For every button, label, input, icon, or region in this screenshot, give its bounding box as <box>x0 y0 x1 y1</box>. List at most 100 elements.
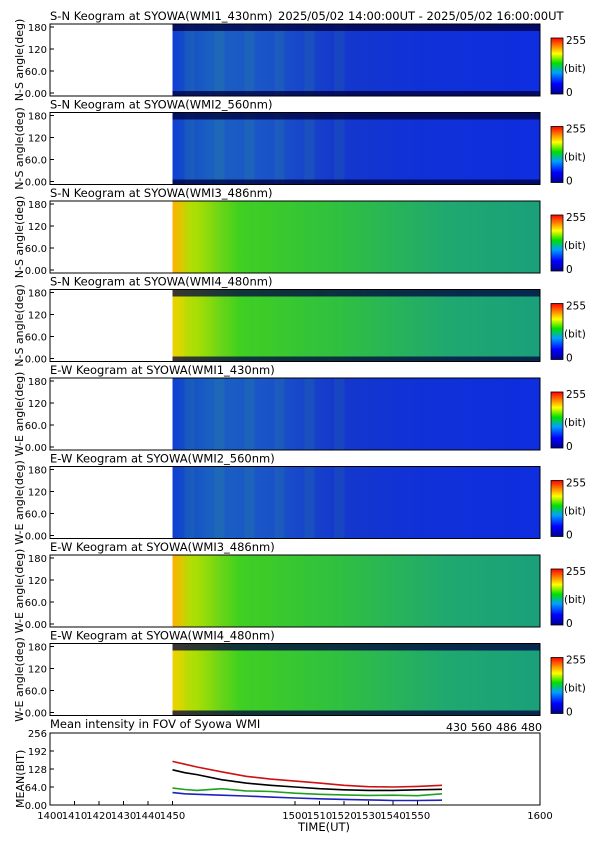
colorbar-unit-label: (bit) <box>564 506 586 518</box>
keogram-panel: E-W Keogram at SYOWA(WMI2_560nm)180 120 60… <box>13 452 586 545</box>
keogram-band <box>184 643 195 716</box>
keogram-ytick-label: 180 <box>28 377 47 388</box>
keogram-band <box>214 201 225 273</box>
keogram-title: E-W Keogram at SYOWA(WMI2_560nm) <box>50 452 275 466</box>
keogram-band <box>184 24 195 96</box>
mean-xtick-label: 1540 <box>380 811 405 822</box>
keogram-band <box>274 643 285 716</box>
keogram-ytick-label: 0.00 <box>25 178 47 189</box>
mean-plot-title: Mean intensity in FOV of Syowa WMI <box>50 717 260 731</box>
keogram-band <box>244 466 255 539</box>
keogram-ylabel: W-E angle(deg) <box>13 460 26 545</box>
mean-plot-frame <box>49 732 541 806</box>
keogram-ytick-label: 120 <box>28 45 47 56</box>
keogram-edge-top <box>172 289 540 297</box>
keogram-panel: E-W Keogram at SYOWA(WMI1_430nm)180 120 60… <box>13 363 586 456</box>
mean-ytick-label: 192 <box>28 747 47 758</box>
keogram-ylabel: W-E angle(deg) <box>13 549 26 634</box>
keogram-band <box>304 378 315 450</box>
keogram-ytick-label: 120 <box>28 311 47 322</box>
keogram-ytick-label: 0.00 <box>25 443 47 454</box>
keogram-band <box>184 378 195 450</box>
keogram-ytick-label: 0.00 <box>25 355 47 366</box>
keogram-ytick-label: 120 <box>28 488 47 499</box>
keogram-ytick-label: 120 <box>28 576 47 587</box>
colorbar-unit-label: (bit) <box>564 240 586 252</box>
colorbar <box>550 480 564 537</box>
keogram-band <box>244 378 255 450</box>
keogram-band <box>244 289 255 362</box>
keogram-band <box>214 289 225 362</box>
keogram-band <box>304 555 315 627</box>
keogram-frame <box>49 377 541 451</box>
keogram-band <box>214 112 225 185</box>
keogram-band <box>214 555 225 627</box>
keogram-title: S-N Keogram at SYOWA(WMI1_430nm) <box>50 9 272 23</box>
keogram-empty-area <box>50 643 173 716</box>
keogram-ytick-label: 120 <box>28 222 47 233</box>
colorbar-max-label: 255 <box>566 212 586 224</box>
keogram-ytick-label: 60.0 <box>25 156 47 167</box>
keogram-ytick-label: 60.0 <box>25 598 47 609</box>
keogram-frame <box>49 200 541 274</box>
keogram-band <box>304 24 315 96</box>
keogram-frame <box>49 289 541 362</box>
colorbar-max-label: 255 <box>566 301 586 313</box>
keogram-ylabel: N-S angle(deg) <box>13 284 26 367</box>
mean-xtick-label: 1450 <box>160 811 185 822</box>
keogram-band <box>274 378 285 450</box>
mean-plot-ylabel: MEAN(BIT) <box>14 750 27 808</box>
keogram-edge-bottom <box>172 179 540 185</box>
keogram-band <box>334 289 345 362</box>
keogram-ytick-label: 60.0 <box>25 244 47 255</box>
keogram-edge-bottom <box>172 91 540 96</box>
keogram-band <box>184 201 195 273</box>
mean-xtick-label: 1520 <box>331 811 356 822</box>
colorbar-unit-label: (bit) <box>564 152 586 164</box>
keogram-image <box>172 289 540 362</box>
mean-ytick-label: 128 <box>28 765 47 776</box>
keogram-band <box>184 289 195 362</box>
keogram-ytick-label: 60.0 <box>25 333 47 344</box>
keogram-band <box>274 112 285 185</box>
legend-entry-430: 430 <box>446 721 467 734</box>
keogram-band <box>214 378 225 450</box>
keogram-ytick-label: 0.00 <box>25 709 47 720</box>
keogram-ytick-label: 60.0 <box>25 67 47 78</box>
keogram-band <box>214 466 225 539</box>
keogram-ytick-label: 0.00 <box>25 620 47 631</box>
keogram-empty-area <box>50 112 173 185</box>
mean-xtick-label: 1530 <box>356 811 381 822</box>
keogram-band <box>334 24 345 96</box>
colorbar-min-label: 0 <box>566 264 573 276</box>
mean-plot-xlabel: TIME(UT) <box>297 820 350 834</box>
keogram-panel: E-W Keogram at SYOWA(WMI3_486nm)180 120 60… <box>13 540 586 633</box>
keogram-ytick-label: 120 <box>28 665 47 676</box>
keogram-band <box>334 466 345 539</box>
keogram-band <box>304 289 315 362</box>
colorbar <box>550 37 564 95</box>
colorbar-unit-label: (bit) <box>564 417 586 429</box>
colorbar-max-label: 255 <box>566 478 586 490</box>
keogram-band <box>214 643 225 716</box>
colorbar-min-label: 0 <box>566 530 573 542</box>
colorbar-min-label: 0 <box>566 176 573 188</box>
keogram-image <box>172 555 540 627</box>
keogram-panel: S-N Keogram at SYOWA(WMI4_480nm)180 120 60… <box>13 275 586 367</box>
keogram-band <box>274 466 285 539</box>
keogram-band <box>274 555 285 627</box>
keogram-panel: S-N Keogram at SYOWA(WMI1_430nm)180 120 60… <box>13 9 586 101</box>
colorbar-unit-label: (bit) <box>564 329 586 341</box>
series-legend: 430 560 486 480 <box>446 721 542 734</box>
keogram-title: S-N Keogram at SYOWA(WMI3_486nm) <box>50 186 272 200</box>
colorbar-unit-label: (bit) <box>564 594 586 606</box>
keogram-band <box>244 643 255 716</box>
keogram-image <box>172 112 540 185</box>
keogram-title: S-N Keogram at SYOWA(WMI4_480nm) <box>50 275 272 289</box>
keogram-ytick-label: 180 <box>28 554 47 565</box>
keogram-empty-area <box>50 555 173 627</box>
keogram-empty-area <box>50 289 173 362</box>
mean-xtick-label: 1430 <box>111 811 136 822</box>
